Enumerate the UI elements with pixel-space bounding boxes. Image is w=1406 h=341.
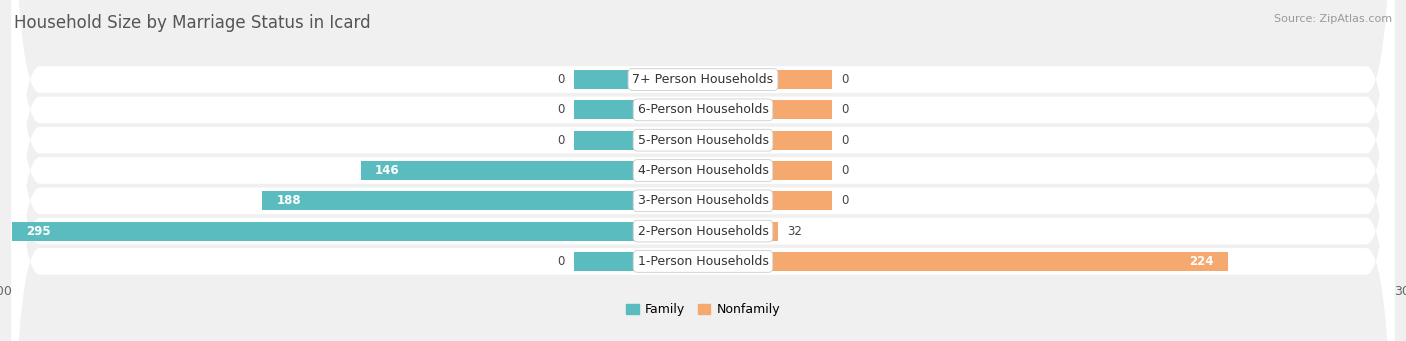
Text: 188: 188 (277, 194, 301, 207)
Text: 0: 0 (841, 164, 849, 177)
Text: 0: 0 (841, 134, 849, 147)
FancyBboxPatch shape (11, 0, 1395, 341)
FancyBboxPatch shape (11, 0, 1395, 341)
Text: 2-Person Households: 2-Person Households (637, 225, 769, 238)
FancyBboxPatch shape (11, 0, 1395, 341)
Bar (703, 101, 832, 119)
Text: 295: 295 (25, 225, 51, 238)
Bar (703, 70, 832, 89)
Bar (361, 161, 703, 180)
Legend: Family, Nonfamily: Family, Nonfamily (621, 298, 785, 321)
Text: 7+ Person Households: 7+ Person Households (633, 73, 773, 86)
Text: 5-Person Households: 5-Person Households (637, 134, 769, 147)
Text: 0: 0 (557, 134, 565, 147)
Text: 4-Person Households: 4-Person Households (637, 164, 769, 177)
Bar (703, 191, 832, 210)
Bar (703, 222, 778, 240)
Text: 0: 0 (557, 73, 565, 86)
Bar (574, 131, 703, 150)
Text: 6-Person Households: 6-Person Households (637, 103, 769, 116)
Text: 0: 0 (841, 194, 849, 207)
FancyBboxPatch shape (11, 0, 1395, 341)
Text: 3-Person Households: 3-Person Households (637, 194, 769, 207)
FancyBboxPatch shape (11, 0, 1395, 341)
Bar (574, 70, 703, 89)
Bar (703, 252, 1227, 271)
Text: Household Size by Marriage Status in Icard: Household Size by Marriage Status in Ica… (14, 14, 371, 32)
FancyBboxPatch shape (11, 0, 1395, 341)
Text: 0: 0 (557, 103, 565, 116)
Bar (574, 101, 703, 119)
Bar (11, 222, 703, 240)
Text: 32: 32 (787, 225, 803, 238)
Bar (263, 191, 703, 210)
Text: 1-Person Households: 1-Person Households (637, 255, 769, 268)
FancyBboxPatch shape (11, 0, 1395, 341)
Bar (703, 161, 832, 180)
Text: Source: ZipAtlas.com: Source: ZipAtlas.com (1274, 14, 1392, 24)
Text: 146: 146 (375, 164, 399, 177)
Bar (703, 131, 832, 150)
Bar (574, 252, 703, 271)
Text: 0: 0 (841, 73, 849, 86)
Text: 224: 224 (1189, 255, 1213, 268)
Text: 0: 0 (841, 103, 849, 116)
Text: 0: 0 (557, 255, 565, 268)
